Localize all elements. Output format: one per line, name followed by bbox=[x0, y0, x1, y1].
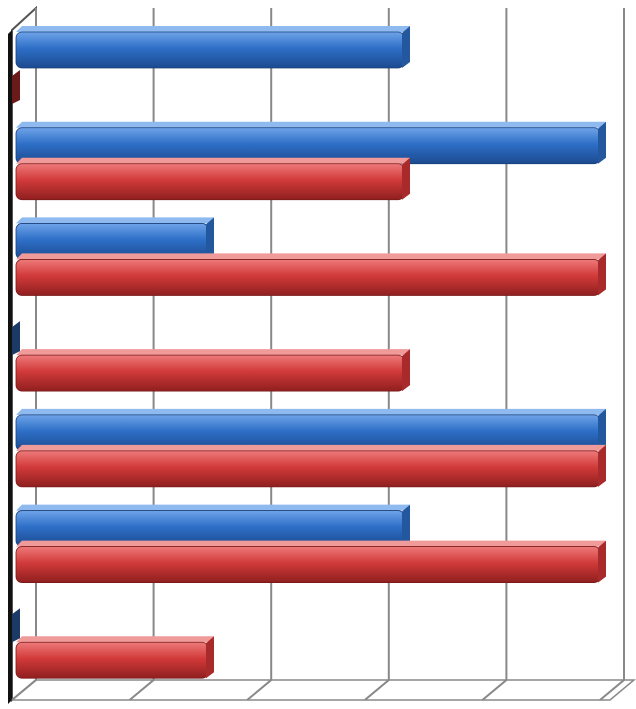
bar-part bbox=[15, 163, 405, 201]
bar-part bbox=[16, 444, 606, 451]
bar-part bbox=[15, 450, 601, 488]
bar-part bbox=[12, 321, 20, 356]
bar-part bbox=[16, 121, 606, 128]
bar-part bbox=[16, 157, 410, 164]
bar bbox=[12, 321, 20, 356]
bar bbox=[15, 217, 214, 260]
bar-part bbox=[598, 540, 606, 583]
bar bbox=[15, 408, 606, 452]
side-wall bbox=[8, 30, 12, 704]
bar-part bbox=[206, 636, 214, 679]
bar-part bbox=[15, 31, 405, 69]
bar-part bbox=[598, 408, 606, 451]
grid-line bbox=[364, 8, 390, 701]
bar-part bbox=[598, 121, 606, 164]
bar-part bbox=[16, 26, 410, 32]
bar bbox=[12, 70, 20, 104]
bar-part bbox=[402, 26, 410, 68]
bar bbox=[15, 121, 606, 165]
bar bbox=[12, 608, 20, 643]
bar-part bbox=[15, 259, 601, 296]
bar-part bbox=[15, 354, 405, 392]
bar-part bbox=[12, 608, 20, 643]
bar-part bbox=[402, 504, 410, 547]
bar bbox=[15, 349, 410, 392]
bar-part bbox=[12, 70, 20, 104]
bar-part bbox=[16, 253, 606, 260]
bar-part bbox=[15, 641, 209, 679]
floor bbox=[9, 679, 636, 701]
bar-part bbox=[16, 349, 410, 356]
grid-line bbox=[246, 8, 273, 701]
bar-part bbox=[16, 540, 606, 547]
bar bbox=[15, 504, 410, 547]
bar-part bbox=[16, 408, 606, 415]
bar bbox=[15, 636, 214, 679]
bar bbox=[15, 444, 606, 488]
bar-part bbox=[206, 217, 214, 260]
bar-part bbox=[15, 546, 601, 583]
bar-part bbox=[598, 253, 606, 296]
grid-line bbox=[481, 8, 508, 701]
grid-line bbox=[599, 8, 625, 701]
bar bbox=[15, 157, 410, 201]
bar-part bbox=[402, 349, 410, 392]
bar bbox=[15, 26, 410, 69]
bar-part bbox=[16, 217, 214, 224]
bar bbox=[15, 540, 606, 583]
bar bbox=[15, 253, 606, 296]
bar-part bbox=[16, 504, 410, 511]
bar-part bbox=[16, 636, 214, 643]
bar-part bbox=[402, 157, 410, 200]
bar-part bbox=[598, 444, 606, 487]
